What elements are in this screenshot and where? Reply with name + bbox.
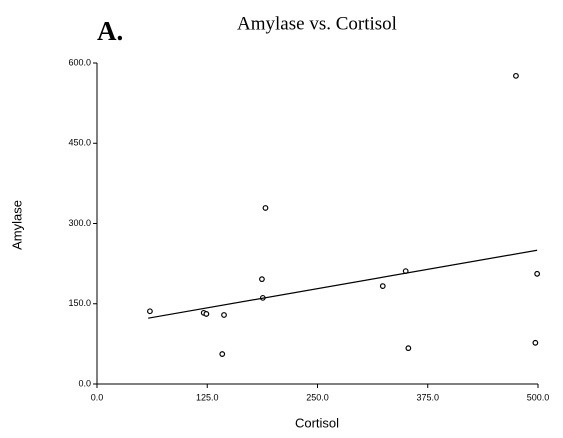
x-tick-label: 125.0 [196,392,219,402]
scatter-point [259,276,265,283]
scatter-point [262,205,269,211]
trend-line [148,249,538,319]
y-tick-label: 150.0 [68,298,91,308]
y-tick-label: 0.0 [78,378,91,388]
x-tick-label: 500.0 [527,392,550,402]
scatter-point [534,270,541,277]
scatter-point [221,312,227,318]
scatter-point [532,339,539,346]
x-axis-title: Cortisol [295,415,339,430]
x-tick-label: 0.0 [91,392,104,402]
y-tick-label: 300.0 [68,218,91,228]
scatter-point [513,72,519,79]
x-tick-label: 375.0 [416,392,439,402]
y-tick-label: 600.0 [68,57,91,67]
scatter-point [405,345,412,352]
scatter-point [219,351,226,357]
y-tick-label: 450.0 [68,138,91,148]
scatter-point [147,308,153,315]
scatter-point [379,283,386,289]
panel-label: A. [97,16,123,46]
chart-title: Amylase vs. Cortisol [237,13,397,34]
y-axis-title: Amylase [9,200,24,250]
x-tick-label: 250.0 [306,392,329,402]
scatter-point [203,311,210,317]
